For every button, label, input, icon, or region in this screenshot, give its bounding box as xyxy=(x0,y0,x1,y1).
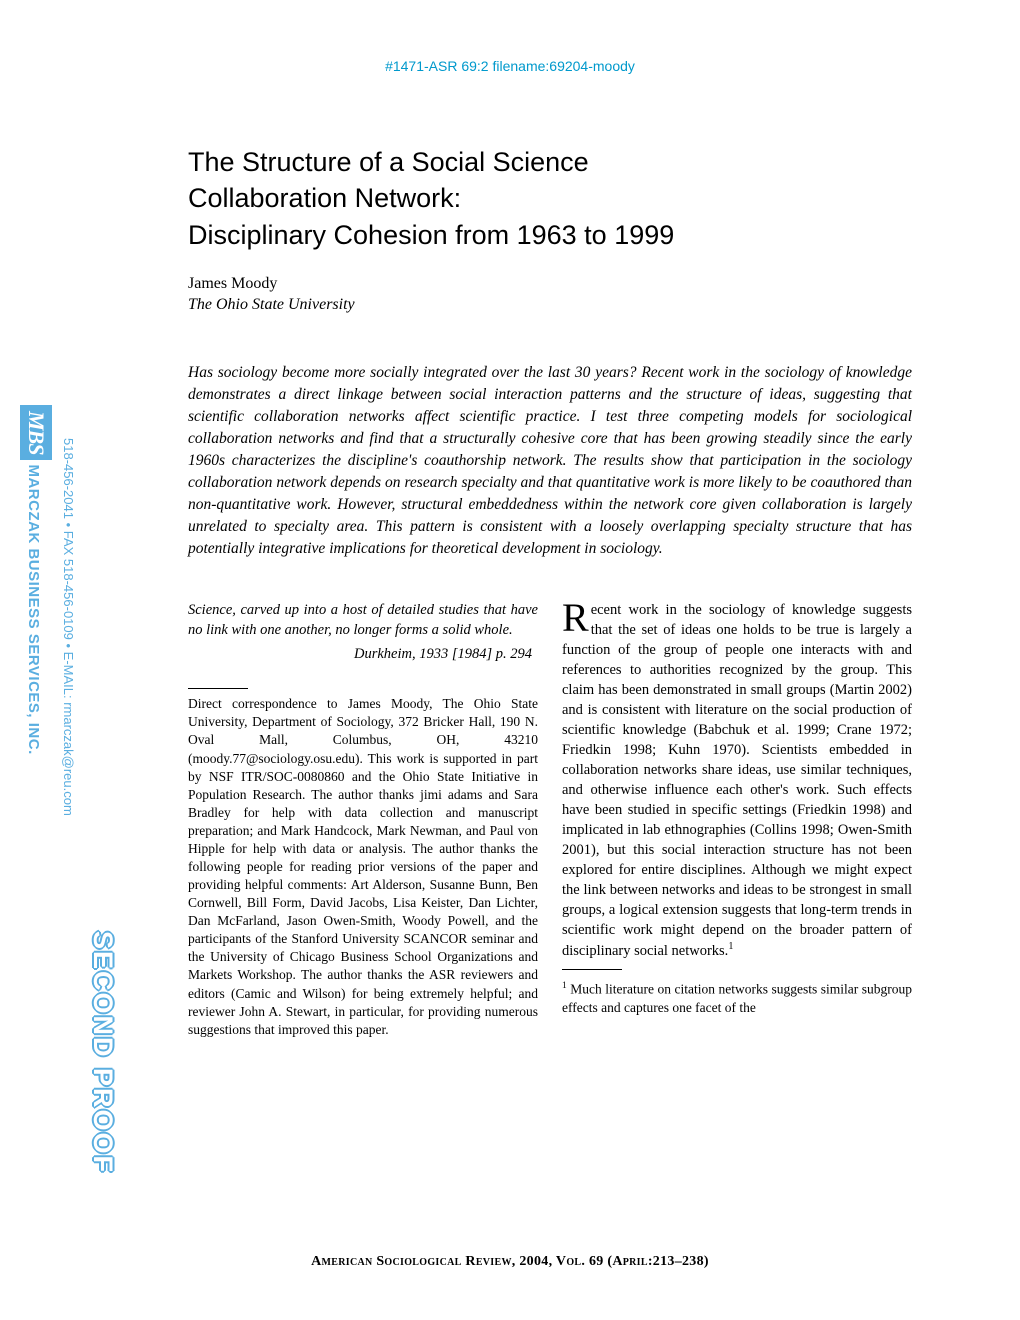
footnote-1: 1 Much literature on citation networks s… xyxy=(562,980,912,1017)
body-text: ecent work in the sociology of knowledge… xyxy=(562,602,912,959)
epigraph-citation: Durkheim, 1933 [1984] p. 294 xyxy=(188,644,538,664)
footnote-1-text: Much literature on citation networks sug… xyxy=(562,982,912,1015)
author-affiliation: The Ohio State University xyxy=(188,296,912,314)
title-line-3: Disciplinary Cohesion from 1963 to 1999 xyxy=(188,220,674,250)
footnote-marker: 1 xyxy=(728,941,733,952)
author-name: James Moody xyxy=(188,275,912,293)
mbs-contact: 518-456-2041 • FAX 518-456-0109 • E-MAIL… xyxy=(61,438,76,816)
mbs-stamp: MBS MARCZAK BUSINESS SERVICES, INC. xyxy=(20,405,52,755)
second-proof-stamp: SECOND PROOF xyxy=(87,931,118,1174)
main-content: The Structure of a Social Science Collab… xyxy=(188,144,912,1039)
footnote-divider xyxy=(188,688,248,689)
right-column: Recent work in the sociology of knowledg… xyxy=(562,600,912,1038)
title-line-1: The Structure of a Social Science xyxy=(188,147,589,177)
epigraph-text: Science, carved up into a host of detail… xyxy=(188,600,538,640)
mbs-company-name: MARCZAK BUSINESS SERVICES, INC. xyxy=(25,464,42,754)
journal-footer: American Sociological Review, 2004, Vol.… xyxy=(0,1254,1020,1270)
title-line-2: Collaboration Network: xyxy=(188,183,461,213)
header-filename: #1471-ASR 69:2 filename:69204-moody xyxy=(0,0,1020,74)
article-title: The Structure of a Social Science Collab… xyxy=(188,144,912,253)
left-column: Science, carved up into a host of detail… xyxy=(188,600,538,1038)
dropcap: R xyxy=(562,600,591,634)
page: #1471-ASR 69:2 filename:69204-moody The … xyxy=(0,0,1020,1320)
two-column-body: Science, carved up into a host of detail… xyxy=(188,600,912,1038)
abstract: Has sociology become more socially integ… xyxy=(188,362,912,560)
footnote-divider-right xyxy=(562,969,622,970)
correspondence-footnote: Direct correspondence to James Moody, Th… xyxy=(188,695,538,1038)
mbs-logo: MBS xyxy=(20,405,52,460)
body-paragraph: Recent work in the sociology of knowledg… xyxy=(562,600,912,961)
